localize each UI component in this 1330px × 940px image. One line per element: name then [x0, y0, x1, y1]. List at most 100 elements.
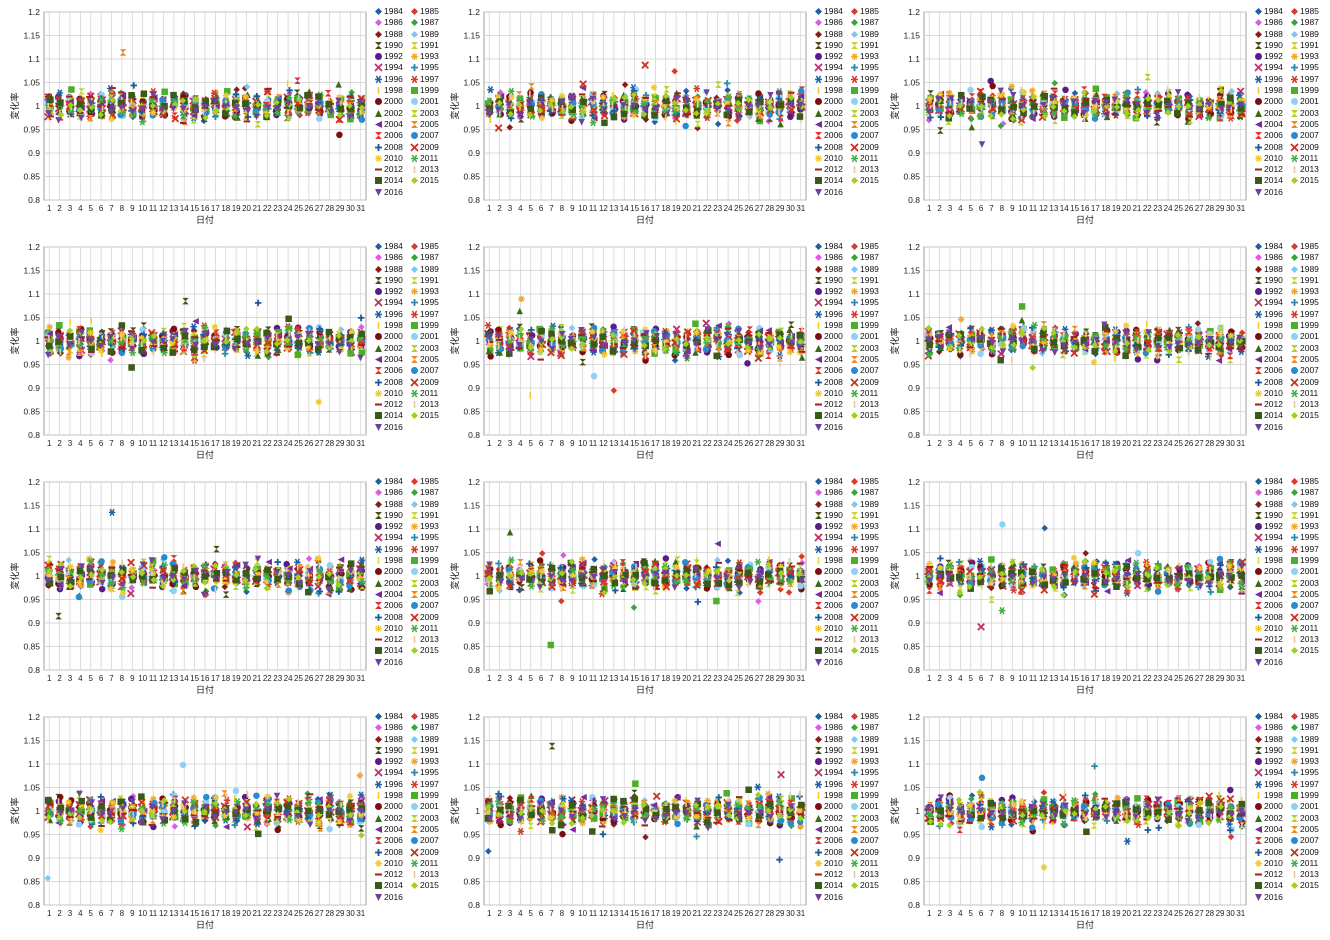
data-point	[233, 104, 240, 111]
x-tick-label: 5	[969, 204, 974, 213]
legend-label: 2014	[824, 175, 843, 186]
x-tick-label: 3	[508, 439, 513, 448]
data-point	[518, 295, 525, 303]
data-point	[957, 91, 965, 99]
legend-row: 2010 2011	[374, 388, 442, 399]
legend-row: 2004 2005	[374, 119, 442, 130]
y-tick-label: 1.1	[28, 289, 40, 299]
legend-label: 1986	[384, 252, 403, 263]
y-tick-label: 0.95	[903, 125, 920, 135]
data-point	[610, 113, 618, 121]
data-point	[169, 349, 176, 356]
x-tick-label: 2	[497, 204, 502, 213]
data-point	[1020, 89, 1028, 96]
x-tick-label: 21	[692, 439, 701, 448]
data-point	[288, 330, 291, 337]
x-tick-label: 29	[776, 204, 785, 213]
x-tick-label: 22	[1143, 204, 1152, 213]
legend-label: 1998	[384, 85, 403, 96]
data-point	[55, 117, 62, 124]
x-tick-label: 8	[1000, 204, 1005, 213]
legend-marker	[375, 19, 382, 27]
x-tick-label: 27	[755, 204, 764, 213]
data-point	[201, 103, 208, 111]
data-point	[508, 93, 515, 101]
data-point	[67, 102, 74, 109]
data-point	[723, 111, 730, 119]
x-tick-label: 22	[263, 439, 272, 448]
data-point	[325, 100, 332, 108]
legend-marker	[1255, 154, 1262, 162]
legend-marker	[815, 188, 822, 196]
data-point	[191, 104, 199, 107]
data-point	[224, 88, 231, 95]
x-tick-label: 17	[211, 204, 220, 213]
data-point	[285, 345, 293, 348]
x-tick-label: 1	[927, 204, 932, 213]
x-tick-label: 6	[539, 439, 544, 448]
x-tick-label: 31	[796, 439, 805, 448]
x-axis-label: 日付	[196, 215, 214, 225]
x-tick-label: 20	[242, 204, 251, 213]
legend-label: 2003	[860, 108, 879, 119]
legend-label: 1993	[420, 51, 439, 62]
data-points	[484, 61, 806, 132]
legend-row: 2002 2003	[374, 343, 442, 354]
legend-label: 1992	[384, 286, 403, 297]
legend-marker	[815, 98, 822, 106]
legend-label: 2008	[384, 142, 403, 153]
x-tick-label: 5	[89, 439, 94, 448]
x-tick-label: 1	[487, 439, 492, 448]
data-point	[273, 353, 280, 356]
legend-marker	[411, 8, 418, 15]
legend-marker	[815, 75, 822, 84]
legend-marker	[411, 30, 418, 38]
data-point	[324, 90, 332, 97]
legend-label: 1989	[420, 264, 439, 275]
legend-marker	[375, 154, 382, 162]
y-tick-label: 0.85	[463, 407, 480, 417]
x-tick-label: 23	[713, 204, 722, 213]
legend-marker	[815, 41, 822, 49]
x-tick-label: 10	[1018, 204, 1027, 213]
legend-marker	[1291, 177, 1298, 185]
data-point	[725, 351, 733, 359]
y-tick-label: 1.15	[463, 31, 480, 41]
legend-marker	[411, 120, 418, 128]
data-point	[170, 91, 177, 99]
legend-label: 1988	[384, 264, 403, 275]
data-point	[46, 342, 53, 350]
data-point	[87, 329, 94, 337]
data-point	[90, 317, 92, 325]
legend-marker	[1255, 8, 1262, 15]
legend-label: 2002	[384, 108, 403, 119]
data-point	[242, 93, 249, 101]
y-tick-label: 1.2	[908, 7, 920, 17]
legend-label: 1993	[860, 51, 879, 62]
legend-label: 1997	[420, 74, 439, 85]
legend-row: 2006 2007	[814, 130, 882, 141]
legend-label: 1992	[824, 51, 843, 62]
legend-marker	[851, 109, 858, 117]
legend-marker	[1291, 64, 1298, 72]
legend-row: 2004 2005	[374, 354, 442, 365]
legend-row: 2010 2011	[814, 153, 882, 164]
x-tick-label: 1	[47, 439, 52, 448]
x-tick-label: 31	[1236, 204, 1245, 213]
legend-marker	[411, 243, 418, 250]
legend-row: 2012 2013	[374, 399, 442, 410]
legend: 1984 1985 1986 1987 1988 1989 1990 1991 1992 1993…	[374, 241, 442, 433]
data-point	[244, 83, 251, 91]
x-tick-label: 19	[672, 204, 681, 213]
legend-label: 2014	[1264, 175, 1283, 186]
legend-marker	[1291, 41, 1298, 49]
x-tick-label: 9	[570, 204, 575, 213]
data-point	[139, 101, 147, 104]
data-point	[316, 330, 323, 333]
data-point	[86, 95, 93, 98]
x-tick-label: 16	[1081, 204, 1090, 213]
y-tick-label: 1	[475, 101, 480, 111]
legend-marker	[375, 8, 382, 15]
legend-row: 1990 1991	[1254, 40, 1322, 51]
